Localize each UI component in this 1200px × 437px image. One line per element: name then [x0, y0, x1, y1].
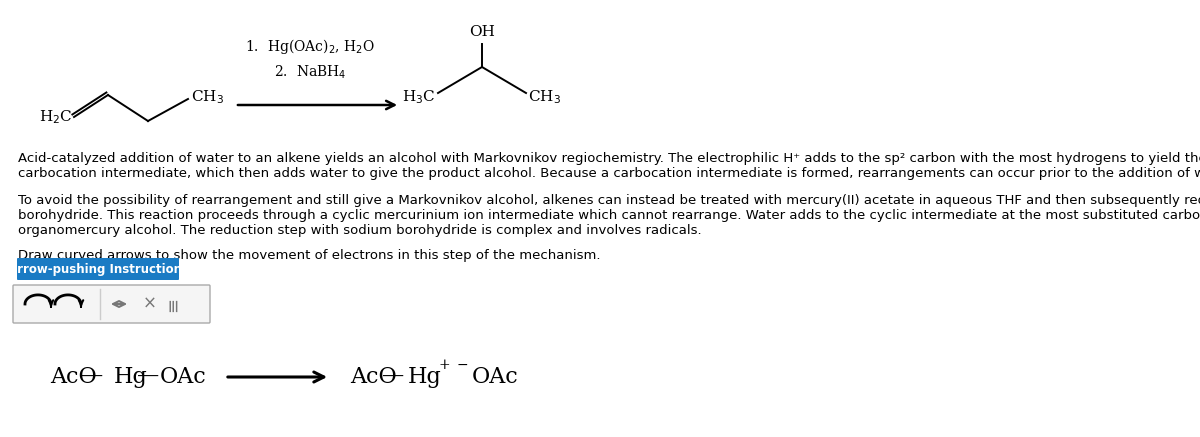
- Text: organomercury alcohol. The reduction step with sodium borohydride is complex and: organomercury alcohol. The reduction ste…: [18, 224, 702, 237]
- Text: CH$_3$: CH$_3$: [191, 88, 224, 106]
- Text: AcO: AcO: [50, 366, 97, 388]
- Text: carbocation intermediate, which then adds water to give the product alcohol. Bec: carbocation intermediate, which then add…: [18, 167, 1200, 180]
- Text: To avoid the possibility of rearrangement and still give a Markovnikov alcohol, : To avoid the possibility of rearrangemen…: [18, 194, 1200, 207]
- FancyBboxPatch shape: [13, 285, 210, 323]
- Text: Hg: Hg: [114, 366, 148, 388]
- Text: Arrow-pushing Instructions: Arrow-pushing Instructions: [7, 263, 188, 275]
- Text: —: —: [137, 366, 160, 388]
- Text: ≡: ≡: [164, 296, 182, 312]
- Text: CH$_3$: CH$_3$: [528, 88, 560, 106]
- Text: OAc: OAc: [160, 366, 206, 388]
- Text: 2.  NaBH$_4$: 2. NaBH$_4$: [274, 63, 347, 81]
- Text: ×: ×: [143, 295, 157, 313]
- Text: OH: OH: [469, 25, 494, 39]
- Text: borohydride. This reaction proceeds through a cyclic mercurinium ion intermediat: borohydride. This reaction proceeds thro…: [18, 209, 1200, 222]
- Text: —: —: [382, 366, 404, 388]
- Text: Acid-catalyzed addition of water to an alkene yields an alcohol with Markovnikov: Acid-catalyzed addition of water to an a…: [18, 152, 1200, 165]
- Text: AcO: AcO: [350, 366, 397, 388]
- Text: OAc: OAc: [472, 366, 518, 388]
- Text: Hg: Hg: [408, 366, 442, 388]
- Text: 1.  Hg(OAc)$_2$, H$_2$O: 1. Hg(OAc)$_2$, H$_2$O: [245, 38, 374, 56]
- FancyBboxPatch shape: [17, 258, 179, 280]
- Text: +: +: [438, 358, 450, 372]
- Text: —: —: [80, 366, 103, 388]
- Text: H$_3$C: H$_3$C: [402, 88, 436, 106]
- Text: H$_2$C: H$_2$C: [38, 108, 72, 126]
- Text: Draw curved arrows to show the movement of electrons in this step of the mechani: Draw curved arrows to show the movement …: [18, 249, 600, 262]
- Text: −: −: [456, 358, 468, 372]
